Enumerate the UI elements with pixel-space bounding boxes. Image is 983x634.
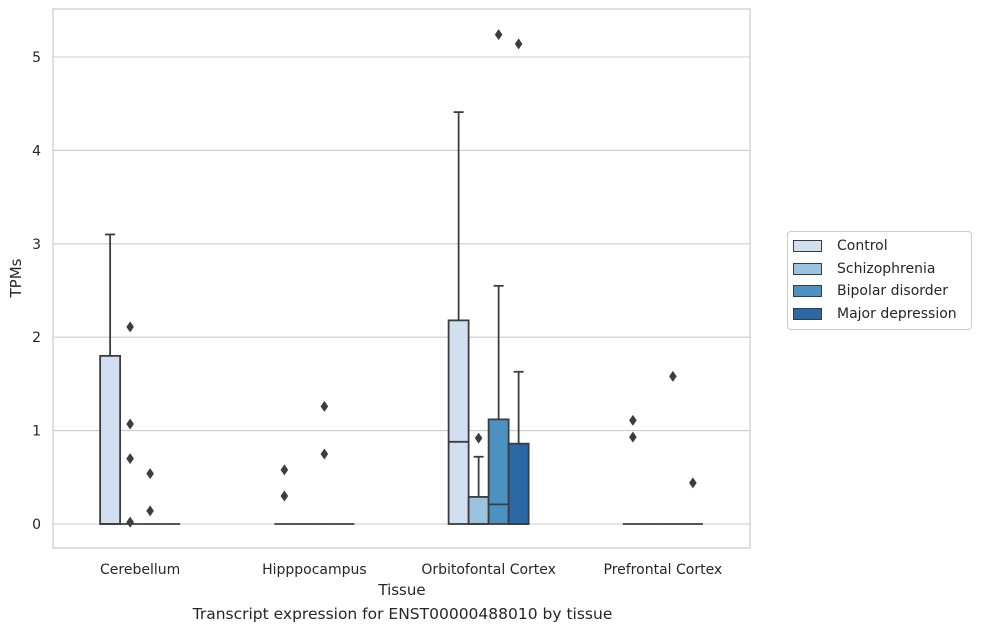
legend: Control Schizophrenia Bipolar disorder Majo… [787,231,972,330]
box [487,418,510,525]
outlier-point [146,468,154,480]
y-tick-label: 1 [32,424,41,440]
x-tick-label: Orbitofontal Cortex [421,562,556,578]
y-tick-label: 4 [32,143,41,159]
outlier-point [280,464,289,476]
x-tick-label: Cerebellum [100,562,180,578]
x-axis-label: Tissue [377,581,425,599]
outlier-point [126,321,134,333]
outlier-point [689,477,697,489]
box [99,354,122,525]
box [467,496,490,525]
gridlines [53,56,750,525]
y-axis-label: TPMs [7,258,25,298]
box [447,319,470,525]
outlier-point [280,490,289,502]
outlier-point [494,29,503,41]
outlier-point [320,448,329,460]
legend-item: Major depression [788,303,971,326]
y-tick-label: 2 [32,330,41,346]
y-tick-label: 5 [32,50,41,66]
plot-frame [52,8,751,549]
legend-swatch [793,262,822,275]
legend-item: Bipolar disorder [788,280,971,303]
legend-label: Control [837,238,888,255]
outlier-points [126,29,697,528]
x-tick-label: Prefrontal Cortex [604,562,723,578]
outlier-point [474,432,483,444]
outlier-point [514,38,523,50]
legend-swatch [793,240,822,253]
outlier-point [126,418,134,430]
y-tick-label: 3 [32,237,41,253]
outlier-point [126,453,134,465]
x-tick-labels: Cerebellum Hipppocampus Orbitofontal Corte… [100,562,722,578]
outlier-point [320,400,329,412]
legend-item: Control [788,235,971,258]
chart-caption: Transcript expression for ENST0000048801… [192,605,613,623]
x-tick-label: Hipppocampus [262,562,367,578]
outlier-point [146,505,154,517]
outlier-point [629,414,637,426]
legend-label: Major depression [837,305,957,322]
legend-swatch [793,307,822,320]
legend-item: Schizophrenia [788,258,971,281]
legend-label: Bipolar disorder [837,283,949,300]
legend-swatch [793,285,822,298]
outlier-point [669,370,677,382]
box-plots [99,111,703,525]
box [507,442,530,525]
y-tick-labels: 0 1 2 3 4 5 [32,50,41,533]
outlier-point [126,516,134,528]
outlier-point [629,431,637,443]
legend-label: Schizophrenia [837,260,936,277]
y-tick-label: 0 [32,517,41,533]
